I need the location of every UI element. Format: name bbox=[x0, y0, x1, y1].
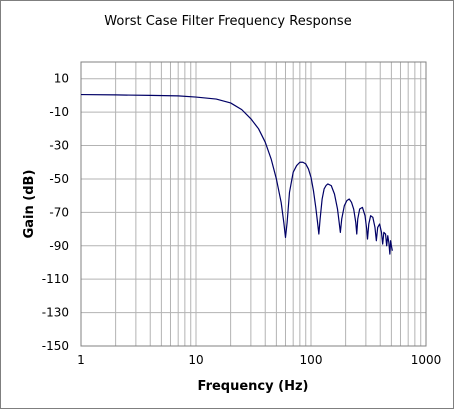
series-layer bbox=[80, 93, 393, 255]
y-tick-label: -70 bbox=[49, 205, 69, 219]
plot-area bbox=[80, 61, 427, 347]
tick-labels: 1 10 100 1000 10 -10 -30 -50 -70 -90 -110 -130 -150 bbox=[42, 72, 442, 367]
series-line bbox=[80, 93, 393, 255]
chart-title: Worst Case Filter Frequency Response bbox=[104, 14, 351, 29]
y-tick-label: -110 bbox=[42, 272, 69, 286]
y-tick-label: -150 bbox=[42, 339, 69, 353]
x-tick-label: 10 bbox=[188, 353, 203, 367]
x-axis-label: Frequency (Hz) bbox=[198, 379, 309, 394]
y-tick-label: 10 bbox=[54, 72, 69, 86]
y-tick-label: -50 bbox=[49, 172, 69, 186]
y-tick-label: -10 bbox=[49, 105, 69, 119]
y-tick-label: -90 bbox=[49, 239, 69, 253]
x-tick-label: 100 bbox=[300, 353, 323, 367]
y-tick-label: -30 bbox=[49, 139, 69, 153]
x-tick-label: 1000 bbox=[411, 353, 442, 367]
y-axis-label: Gain (dB) bbox=[22, 170, 37, 239]
x-tick-label: 1 bbox=[77, 353, 85, 367]
y-tick-label: -130 bbox=[42, 306, 69, 320]
grid-lines bbox=[81, 62, 426, 346]
